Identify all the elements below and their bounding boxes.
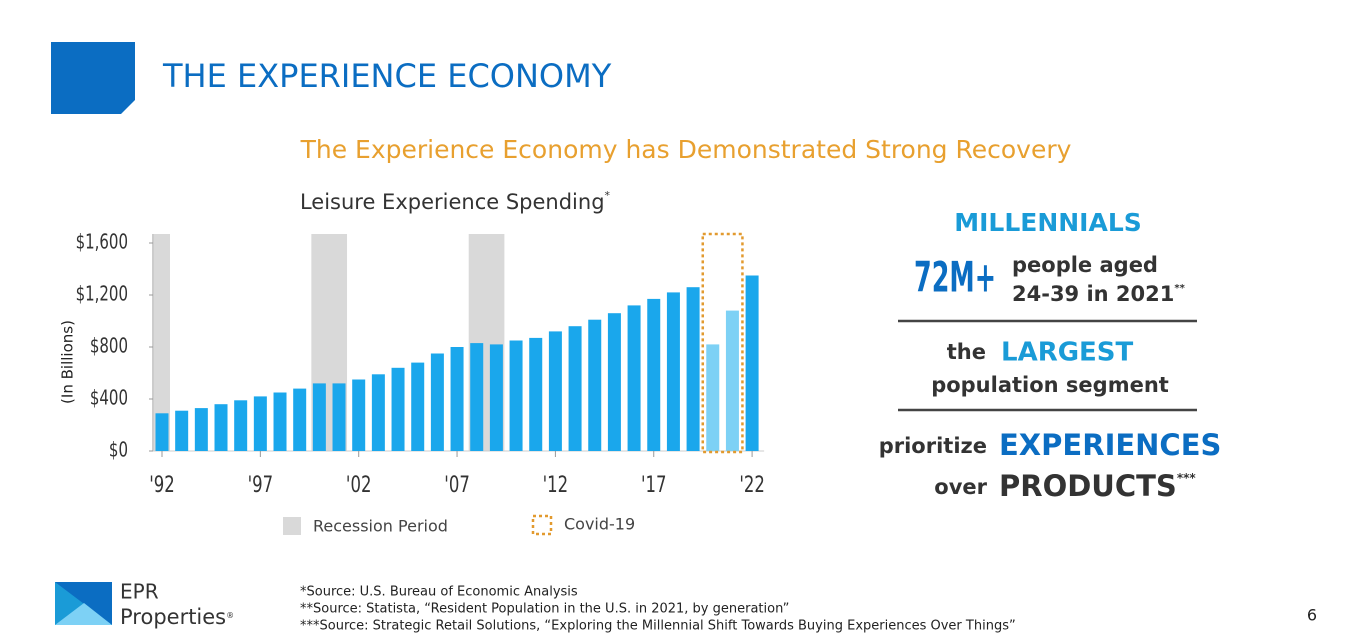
bar: [411, 362, 425, 451]
header-block: [51, 42, 135, 114]
bar: [548, 331, 562, 451]
bar: [647, 298, 661, 451]
bar: [706, 344, 720, 451]
subtitle: The Experience Economy has Demonstrated …: [300, 135, 1072, 164]
panel-heading: MILLENNIALS: [954, 208, 1142, 237]
panel-emphasis: EXPERIENCES: [999, 428, 1221, 462]
bar: [234, 400, 248, 451]
bar: [312, 383, 326, 451]
bar: [529, 337, 543, 451]
chart-title-text: Leisure Experience Spending: [300, 190, 605, 214]
recession-band: [154, 234, 170, 451]
panel-stat-mark: **: [1174, 283, 1185, 294]
bar: [155, 413, 169, 451]
bar: [253, 396, 267, 451]
panel-text: over: [934, 475, 987, 499]
y-tick-label: $0: [109, 440, 128, 463]
logo: EPR Properties®: [55, 580, 234, 629]
bar: [470, 343, 484, 451]
bar: [194, 408, 208, 451]
header-title: THE EXPERIENCE ECONOMY: [162, 57, 612, 95]
bar: [607, 313, 621, 451]
bar: [293, 388, 307, 451]
chart-title-mark: *: [605, 189, 611, 202]
x-tick-label: '97: [248, 472, 274, 498]
panel-stat-line: 24-39 in 2021**: [1012, 282, 1186, 306]
x-tick-label: '92: [149, 472, 175, 498]
panel-stat: 72M+: [914, 253, 996, 302]
panel-emphasis: PRODUCTS***: [999, 469, 1196, 503]
logo-sub: Properties®: [120, 605, 234, 629]
bar: [627, 305, 641, 451]
page-number: 6: [1307, 606, 1317, 625]
logo-mark: [55, 603, 112, 625]
y-axis-label: (In Billions): [59, 320, 77, 404]
panel-stat-line: people aged: [1012, 253, 1158, 277]
panel-text: prioritize: [879, 434, 987, 458]
y-tick-label: $800: [90, 336, 128, 359]
logo-name: EPR: [120, 580, 159, 604]
footnote: ***Source: Strategic Retail Solutions, “…: [300, 619, 1016, 634]
bar: [666, 292, 680, 451]
bar: [725, 310, 739, 451]
legend-label: Recession Period: [313, 517, 448, 536]
chart: $0 $400 $800 $1,200 $1,600 '92 '97 '02 '07 '12 '17…: [76, 232, 765, 536]
bar: [745, 275, 759, 451]
y-tick-label: $400: [90, 388, 128, 411]
y-tick-label: $1,600: [76, 232, 128, 255]
legend-swatch: [531, 514, 553, 536]
bar: [371, 374, 385, 451]
bar: [175, 410, 189, 451]
covid-box: [701, 232, 744, 454]
bar: [568, 326, 582, 451]
x-tick-label: '02: [346, 472, 372, 498]
footnote: *Source: U.S. Bureau of Economic Analysi…: [300, 585, 578, 600]
panel-text: population segment: [931, 373, 1169, 397]
x-tick-label: '22: [739, 472, 765, 498]
legend-swatch: [283, 517, 301, 535]
y-tick-label: $1,200: [76, 284, 128, 307]
footnote: **Source: Statista, “Resident Population…: [300, 602, 789, 617]
bar: [430, 353, 444, 451]
bar: [273, 392, 287, 451]
x-tick-label: '12: [543, 472, 569, 498]
panel-mark: ***: [1177, 471, 1197, 485]
legend-label: Covid-19: [564, 515, 635, 534]
x-tick-label: '17: [641, 472, 667, 498]
bar: [214, 404, 228, 451]
panel-stat-text: 24-39 in 2021: [1012, 282, 1174, 306]
panel-text: the: [947, 340, 986, 364]
bar: [332, 383, 346, 451]
bar: [489, 344, 503, 451]
logo-sub-mark: ®: [226, 611, 234, 620]
bar: [588, 319, 602, 451]
chart-title: Leisure Experience Spending*: [300, 189, 611, 214]
logo-sub-text: Properties: [120, 605, 226, 629]
bar: [352, 379, 366, 451]
panel-emphasis: LARGEST: [1001, 338, 1134, 368]
x-tick-label: '07: [444, 472, 470, 498]
bar: [686, 287, 700, 451]
bar: [450, 347, 464, 451]
bar: [391, 367, 405, 451]
panel-emphasis-text: PRODUCTS: [999, 469, 1177, 503]
bar: [509, 340, 523, 451]
